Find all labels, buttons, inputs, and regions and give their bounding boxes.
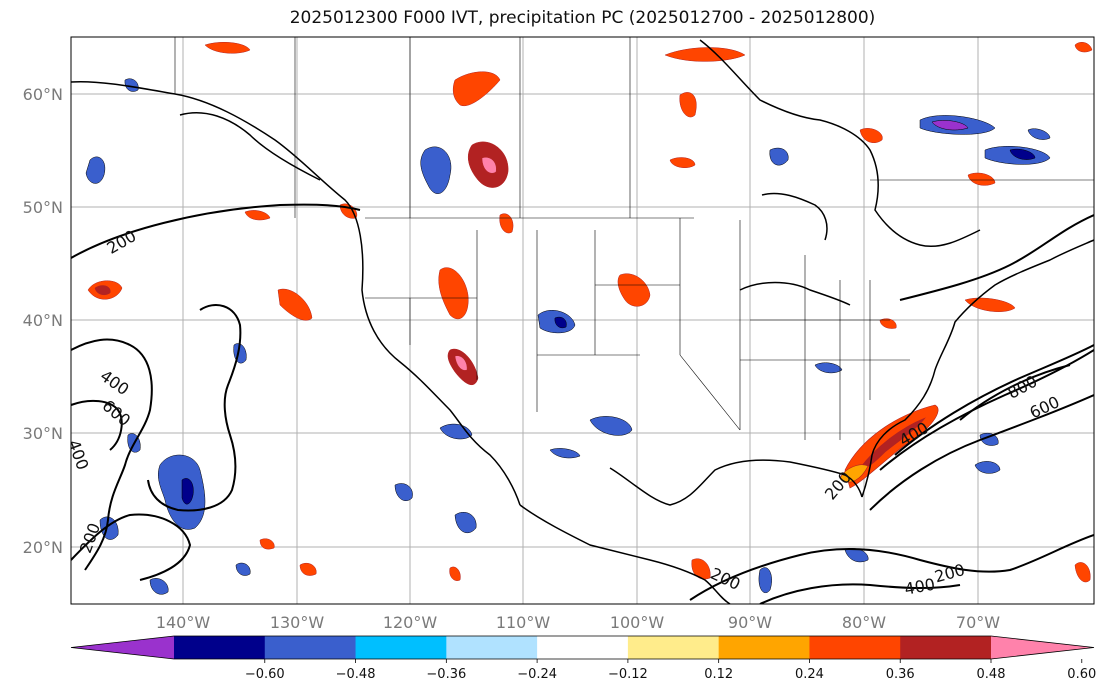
lat-label: 20°N bbox=[23, 538, 63, 557]
colorbar-tick-label: 0.24 bbox=[795, 667, 824, 682]
lat-label: 30°N bbox=[23, 424, 63, 443]
lon-label: 100°W bbox=[610, 613, 665, 632]
colorbar-segment bbox=[355, 636, 447, 659]
coastlines bbox=[71, 39, 1094, 604]
colorbar-tick-label: −0.24 bbox=[517, 667, 557, 682]
colorbar-segment bbox=[900, 636, 992, 659]
colorbar-tick-label: −0.60 bbox=[245, 667, 285, 682]
colorbar-tick-label: −0.48 bbox=[336, 667, 376, 682]
lon-label: 130°W bbox=[270, 613, 325, 632]
colorbar-segment bbox=[174, 636, 266, 659]
graticule bbox=[71, 37, 1094, 604]
ivt-contours bbox=[71, 203, 1094, 604]
latitude-labels: 60°N 50°N 40°N 30°N 20°N bbox=[23, 85, 63, 557]
lat-label: 60°N bbox=[23, 85, 63, 104]
colorbar-segment bbox=[627, 636, 720, 659]
lon-label: 110°W bbox=[496, 613, 551, 632]
lon-label: 90°W bbox=[728, 613, 772, 632]
colorbar-segment bbox=[537, 636, 629, 659]
colorbar-segment bbox=[718, 636, 810, 659]
lon-label: 140°W bbox=[156, 613, 211, 632]
precip-negative-areas bbox=[85, 78, 1051, 595]
colorbar-segment bbox=[446, 636, 538, 659]
colorbar-tick-label: −0.36 bbox=[426, 667, 466, 682]
lat-label: 40°N bbox=[23, 311, 63, 330]
colorbar-tick-label: 0.48 bbox=[977, 667, 1006, 682]
lon-label: 120°W bbox=[383, 613, 438, 632]
atmospheric-river-band bbox=[839, 404, 939, 489]
longitude-labels: 140°W 130°W 120°W 110°W 100°W 90°W 80°W … bbox=[156, 613, 1000, 632]
lon-label: 70°W bbox=[956, 613, 1000, 632]
colorbar-segment bbox=[809, 636, 901, 659]
lon-label: 80°W bbox=[842, 613, 886, 632]
colorbar-outline bbox=[70, 635, 1095, 660]
colorbar: −0.60 −0.48 −0.36 −0.24 −0.12 0.12 0.24 0.36 0.4… bbox=[70, 635, 1096, 682]
colorbar-tick-label: 0.12 bbox=[704, 667, 733, 682]
state-borders bbox=[174, 37, 1094, 440]
colorbar-extend-low bbox=[71, 636, 174, 659]
colorbar-tick-label: −0.12 bbox=[608, 667, 648, 682]
colorbar-tick-label: 0.36 bbox=[886, 667, 915, 682]
lat-label: 50°N bbox=[23, 198, 63, 217]
map-frame bbox=[70, 36, 1095, 605]
colorbar-extend-high bbox=[991, 636, 1094, 659]
colorbar-segment bbox=[264, 636, 357, 659]
colorbar-tick-label: 0.60 bbox=[1067, 667, 1096, 682]
map-title: 2025012300 F000 IVT, precipitation PC (2… bbox=[289, 8, 876, 28]
